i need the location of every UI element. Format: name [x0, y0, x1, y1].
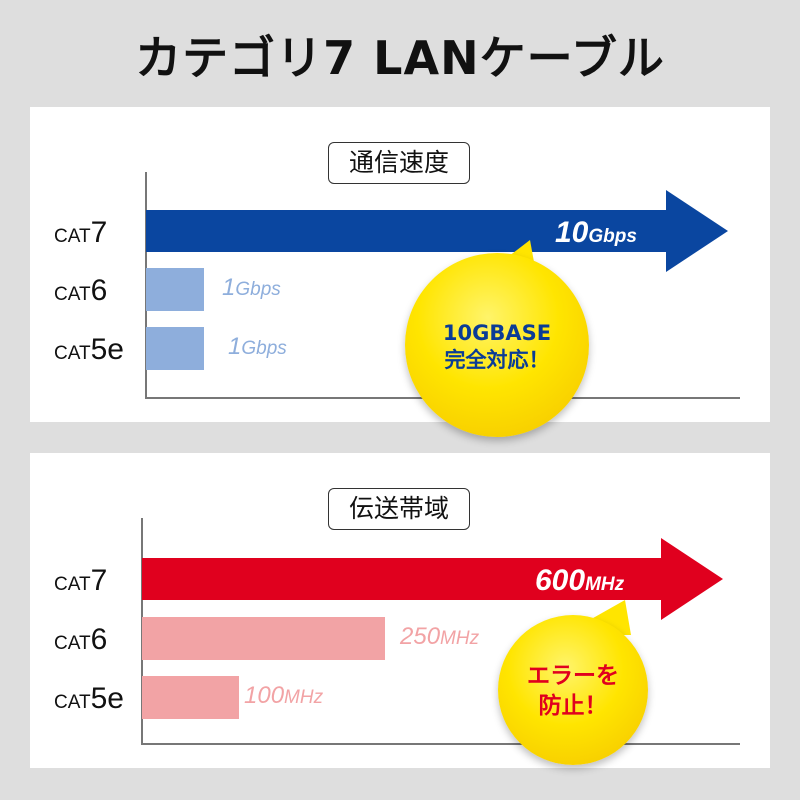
category-label: CAT5e — [54, 335, 124, 365]
value-number: 10 — [555, 216, 589, 249]
callout-bubble: エラーを防止！ — [498, 615, 648, 765]
bar — [142, 617, 385, 660]
data-label: 100MHz — [244, 682, 323, 710]
bar — [146, 327, 204, 370]
bar-arrow — [142, 538, 723, 620]
value-unit: MHz — [440, 628, 480, 649]
data-label: 1Gbps — [228, 333, 287, 361]
callout-text: 10GBASE — [442, 320, 552, 345]
category-label: CAT6 — [54, 276, 107, 306]
category-prefix: CAT — [54, 226, 91, 247]
data-label: 250MHz — [400, 623, 479, 651]
category-prefix: CAT — [54, 574, 91, 595]
value-unit: Gbps — [588, 226, 637, 247]
chart-title: 伝送帯域 — [328, 488, 470, 530]
callout-tail — [487, 240, 536, 273]
callout-text: エラーを — [527, 663, 619, 690]
category-number: 7 — [90, 564, 108, 597]
category-number: 5e — [90, 682, 124, 715]
x-axis — [141, 743, 740, 745]
data-label: 600MHz — [535, 564, 624, 598]
category-prefix: CAT — [54, 284, 91, 305]
chart-title: 通信速度 — [328, 142, 470, 184]
category-prefix: CAT — [54, 343, 91, 364]
data-label: 10Gbps — [555, 216, 637, 250]
value-number: 100 — [244, 682, 285, 709]
value-unit: Gbps — [241, 338, 287, 359]
bandwidth-chart-panel: 伝送帯域 CAT7 600MHz CAT6 250MHz CAT5e 100MHz エラーを防… — [30, 453, 770, 768]
page-title: カテゴリ7 LANケーブル — [135, 31, 665, 85]
category-label: CAT6 — [54, 625, 107, 655]
category-label: CAT5e — [54, 684, 124, 714]
data-label: 1Gbps — [222, 274, 281, 302]
category-number: 6 — [90, 274, 108, 307]
callout-bubble: 10GBASE 完全対応！ — [405, 253, 589, 437]
value-unit: Gbps — [235, 279, 281, 300]
callout-tail — [563, 600, 631, 635]
callout-text: 完全対応！ — [444, 348, 550, 373]
category-number: 6 — [90, 623, 108, 656]
bar — [142, 676, 239, 719]
value-number: 600 — [535, 564, 586, 597]
value-unit: MHz — [284, 687, 324, 708]
category-number: 7 — [90, 216, 108, 249]
category-label: CAT7 — [54, 218, 107, 248]
value-unit: MHz — [585, 574, 625, 595]
speed-chart-panel: 通信速度 CAT7 10Gbps CAT6 1Gbps CAT5e 1Gbps 10GBASE… — [30, 107, 770, 437]
value-number: 1 — [222, 274, 236, 301]
callout-text: 防止！ — [538, 693, 608, 720]
category-label: CAT7 — [54, 566, 107, 596]
bar — [146, 268, 204, 311]
value-number: 1 — [228, 333, 242, 360]
bar-arrow — [146, 190, 728, 272]
category-prefix: CAT — [54, 633, 91, 654]
category-prefix: CAT — [54, 692, 91, 713]
value-number: 250 — [400, 623, 441, 650]
category-number: 5e — [90, 333, 124, 366]
